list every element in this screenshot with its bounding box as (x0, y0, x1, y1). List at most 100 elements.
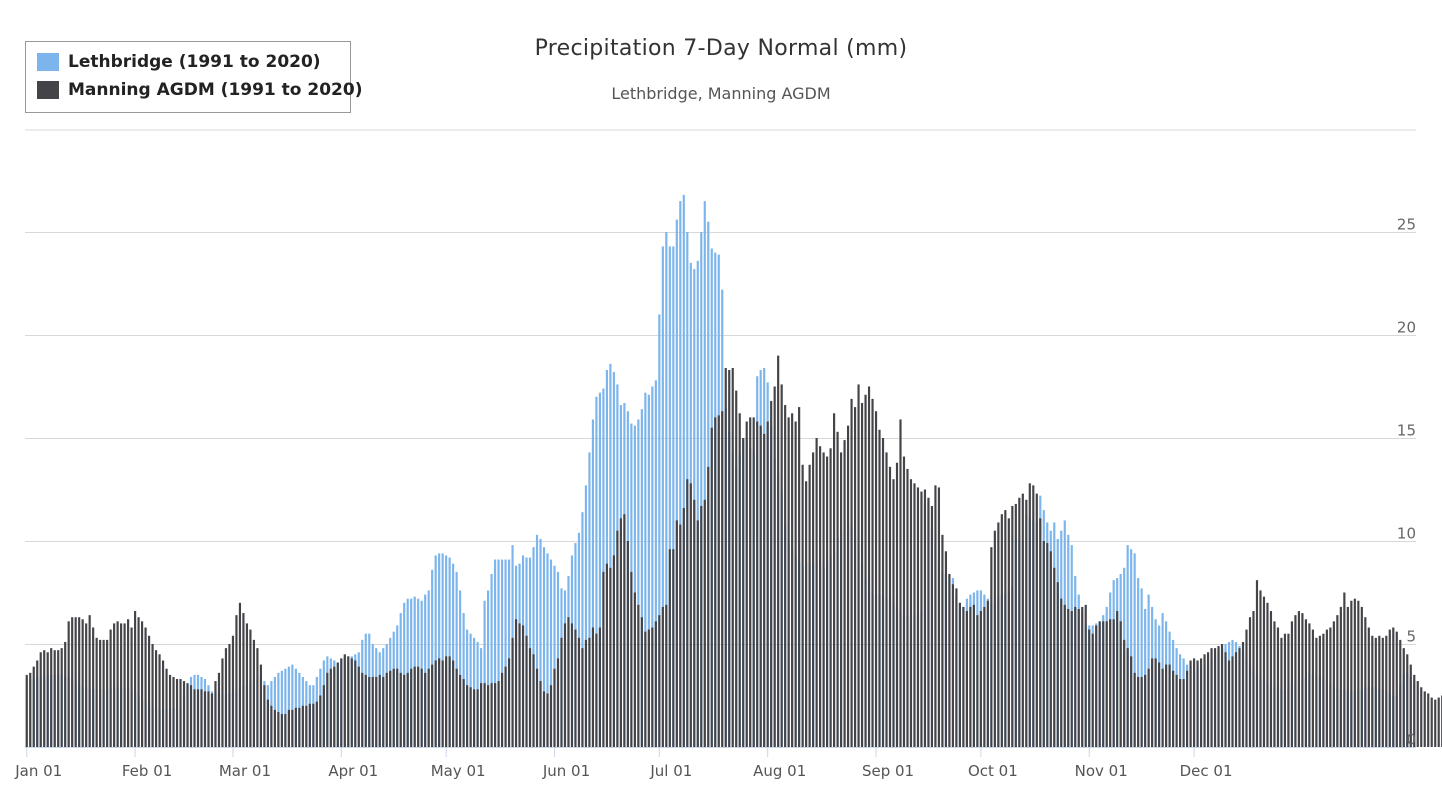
bar-manning (36, 660, 39, 747)
bar-manning (287, 709, 290, 747)
bar-lethbridge (493, 559, 497, 747)
bar-manning (326, 672, 329, 747)
bar-manning (675, 520, 678, 747)
bar-lethbridge (445, 555, 448, 747)
bar-manning (1018, 497, 1021, 747)
bar-manning (672, 549, 675, 747)
bar-manning (71, 617, 74, 747)
x-tick-label: May 01 (431, 762, 486, 780)
bar-manning (581, 648, 584, 747)
bar-manning (1266, 602, 1269, 747)
bar-manning (200, 689, 203, 747)
bar-manning (1179, 679, 1182, 747)
bar-manning (242, 613, 245, 747)
bar-lethbridge (434, 555, 437, 747)
y-tick-label: 0 (1406, 731, 1416, 749)
bar-manning (930, 505, 934, 747)
bar-lethbridge (637, 419, 640, 747)
bar-manning (798, 407, 801, 747)
bar-manning (1158, 662, 1161, 747)
bar-manning (588, 637, 591, 747)
bar-manning (1210, 648, 1213, 747)
bar-manning (766, 421, 769, 747)
bar-manning (1014, 503, 1017, 747)
bar-manning (245, 623, 249, 747)
bar-manning (354, 660, 357, 747)
bar-manning (1238, 648, 1241, 747)
bar-manning (134, 611, 137, 747)
bar-manning (784, 405, 787, 747)
bar-lethbridge (291, 664, 294, 747)
bar-manning (874, 411, 878, 747)
bar-manning (808, 464, 811, 747)
bar-manning (473, 689, 476, 747)
bar-lethbridge (459, 590, 462, 747)
bar-manning (151, 644, 154, 747)
bar-lethbridge (665, 232, 668, 747)
legend-item-lethbridge[interactable]: Lethbridge (1991 to 2020) (37, 52, 321, 72)
bar-manning (182, 681, 186, 747)
bar-manning (507, 658, 511, 747)
bar-manning (1434, 699, 1437, 747)
bar-manning (871, 398, 874, 747)
bar-manning (102, 639, 105, 747)
bar-manning (1102, 621, 1105, 747)
bar-manning (312, 703, 315, 747)
bar-manning (1032, 485, 1035, 747)
bar-manning (256, 648, 259, 747)
bar-manning (1413, 674, 1416, 747)
bar-manning (1227, 660, 1231, 747)
bar-manning (350, 658, 353, 747)
x-tick-label: Aug 01 (753, 762, 806, 780)
bar-manning (1049, 551, 1052, 747)
bar-manning (525, 635, 528, 747)
bar-manning (979, 611, 982, 747)
bar-manning (1004, 510, 1007, 747)
bar-lethbridge (605, 370, 608, 747)
bar-manning (637, 604, 640, 747)
bar-manning (983, 606, 986, 747)
bar-manning (410, 668, 413, 747)
bar-manning (738, 413, 741, 747)
bar-manning (1070, 611, 1073, 747)
bar-manning (1385, 635, 1388, 747)
bar-lethbridge (1137, 578, 1140, 747)
bar-manning (46, 652, 49, 747)
bar-manning (50, 648, 53, 747)
bar-manning (396, 668, 399, 747)
bar-manning (696, 520, 699, 747)
bar-manning (168, 674, 172, 747)
bar-manning (1172, 670, 1175, 747)
bar-manning (679, 524, 682, 747)
bar-manning (560, 637, 563, 747)
bar-manning (252, 639, 256, 747)
bar-manning (361, 672, 364, 747)
bar-manning (92, 627, 95, 747)
bar-manning (1381, 637, 1384, 747)
bar-manning (528, 648, 532, 747)
bar-manning (1165, 664, 1168, 747)
bar-manning (829, 448, 832, 747)
legend-item-manning[interactable]: Manning AGDM (1991 to 2020) (37, 80, 362, 100)
bar-manning (997, 522, 1000, 747)
bar-manning (1056, 582, 1059, 747)
bar-manning (1077, 608, 1080, 747)
bar-manning (127, 619, 130, 747)
bar-manning (1423, 691, 1426, 747)
bar-lethbridge (535, 534, 539, 747)
bar-manning (1234, 652, 1238, 747)
bar-manning (1392, 627, 1395, 747)
bar-manning (333, 666, 336, 747)
bar-manning (1203, 654, 1206, 747)
bar-manning (1196, 660, 1199, 747)
bar-lethbridge (679, 201, 682, 748)
bar-manning (623, 514, 626, 747)
bar-manning (902, 456, 906, 747)
bar-manning (707, 466, 710, 747)
bar-manning (1367, 627, 1370, 747)
bar-manning (916, 487, 920, 747)
bar-manning (598, 627, 602, 747)
bar-manning (57, 650, 60, 747)
bar-manning (986, 600, 989, 747)
bar-manning (654, 621, 657, 747)
